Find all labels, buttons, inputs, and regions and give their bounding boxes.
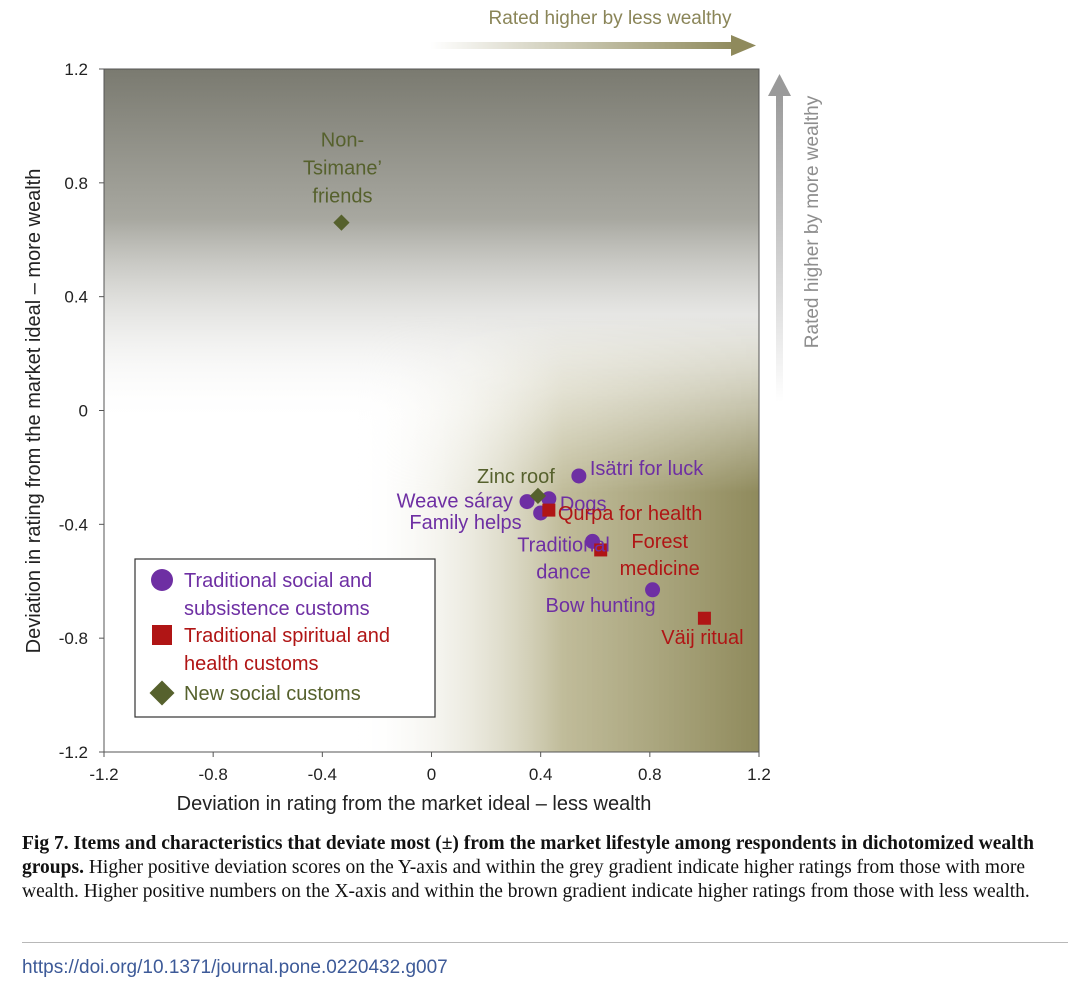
x-tick-label: 0.4	[529, 765, 553, 784]
scatter-figure: Rated higher by less wealthy Rated highe…	[23, 8, 823, 815]
y-tick-label: -1.2	[59, 743, 88, 762]
label-non-tsimane-friends: Non-Tsimane’ friends	[303, 130, 382, 208]
label-vaij-ritual: Väij ritual	[661, 627, 743, 649]
label-weave-saray: Weave sáray	[397, 491, 513, 513]
label-isatri-for-luck: Isätri for luck	[590, 458, 704, 480]
y-tick-label: 1.2	[64, 60, 88, 79]
label-traditional-dance: Traditional dance	[517, 534, 610, 583]
legend-marker-traditional-social-and-subsistence-customs	[151, 569, 173, 591]
doi-link[interactable]: https://doi.org/10.1371/journal.pone.022…	[22, 957, 448, 978]
x-tick-label: 1.2	[747, 765, 771, 784]
x-tick-label: -1.2	[89, 765, 118, 784]
caption-divider	[22, 942, 1068, 943]
legend-marker-traditional-spiritual-and-health-customs	[152, 625, 172, 645]
top-arrow-shaft	[430, 42, 735, 49]
label-forest-medicine: Forest medicine	[620, 531, 700, 580]
legend-box	[134, 558, 436, 718]
top-annotation-text: Rated higher by less wealthy	[489, 8, 732, 29]
point-vaij-ritual	[697, 611, 711, 625]
label-dogs: Dogs	[560, 494, 607, 516]
caption-title: Fig 7. Items and characteristics that de…	[22, 833, 1034, 878]
y-tick-label: -0.8	[59, 629, 88, 648]
point-zinc-roof	[529, 487, 547, 504]
point-weave-saray	[519, 494, 535, 510]
point-bow-hunting	[645, 582, 661, 598]
y-tick-label: 0.4	[64, 288, 88, 307]
y-axis-title: Deviation in rating from the market idea…	[23, 169, 45, 654]
label-bow-hunting: Bow hunting	[546, 595, 656, 617]
point-isatri-for-luck	[571, 468, 587, 484]
x-tick-label: -0.8	[199, 765, 228, 784]
caption-text: Higher positive deviation scores on the …	[22, 857, 1030, 902]
top-annotation: Rated higher by less wealthy	[430, 8, 756, 56]
side-arrow-head	[768, 74, 791, 96]
point-forest-medicine	[594, 543, 608, 557]
x-tick-label: 0	[427, 765, 436, 784]
figure-caption: Fig 7. Items and characteristics that de…	[22, 832, 1052, 904]
legend-label-new-social-customs: New social customs	[184, 683, 361, 705]
legend-marker-new-social-customs	[149, 680, 175, 706]
point-non-tsimane-friends	[333, 214, 350, 231]
point-qurpa-for-health	[542, 503, 556, 517]
side-annotation-text: Rated higher by more wealthy	[802, 95, 823, 348]
label-family-helps: Family helps	[409, 512, 521, 534]
x-tick-label: 0.8	[638, 765, 662, 784]
x-axis-title: Deviation in rating from the market idea…	[177, 793, 652, 815]
legend-label-traditional-spiritual-and-health-customs: Traditional spiritual and health customs	[184, 625, 390, 675]
axes: -1.2 -0.8 -0.4 0 0.4 0.8 1.2 1.2 0.8 0.4 0 -0.4 -0.8…	[59, 60, 771, 784]
side-arrow-shaft	[776, 92, 783, 402]
label-qurpa-for-health: Qurpa for health	[558, 503, 703, 525]
legend: Traditional social and subsistence custom…	[134, 558, 436, 718]
y-tick-label: 0.8	[64, 174, 88, 193]
data-points	[333, 214, 711, 625]
side-annotation: Rated higher by more wealthy	[768, 74, 823, 402]
top-arrow-head	[731, 35, 756, 56]
y-tick-label: -0.4	[59, 515, 88, 534]
legend-label-traditional-social-and-subsistence-customs: Traditional social and subsistence custom…	[184, 570, 372, 620]
x-tick-label: -0.4	[308, 765, 337, 784]
label-zinc-roof: Zinc roof	[477, 466, 555, 488]
y-tick-label: 0	[79, 402, 88, 421]
